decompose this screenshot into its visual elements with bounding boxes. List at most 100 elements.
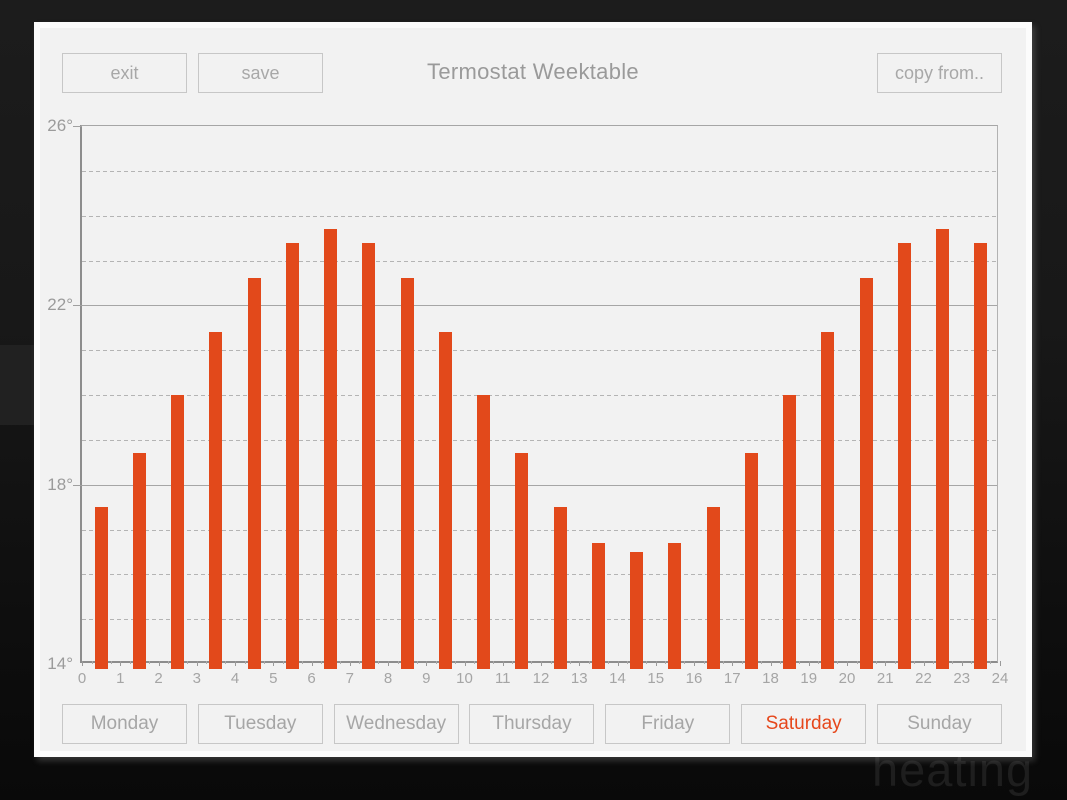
x-axis-label: 24 [991, 670, 1009, 687]
x-axis-tick [847, 661, 848, 666]
x-axis-minor-tick [225, 661, 227, 664]
temperature-bar-hour-11[interactable] [515, 453, 529, 669]
temperature-bar-hour-7[interactable] [362, 242, 376, 669]
x-axis-minor-tick [569, 661, 571, 664]
x-axis-tick [579, 661, 581, 666]
x-axis-tick [426, 661, 428, 666]
x-axis-minor-tick [512, 661, 514, 664]
gridline-dashed-23 [82, 260, 997, 262]
temperature-bar-hour-2[interactable] [171, 395, 185, 669]
x-axis-minor-tick [321, 661, 323, 664]
temperature-bar-hour-9[interactable] [438, 332, 452, 669]
x-axis-minor-tick [607, 661, 609, 664]
x-axis-label: 11 [494, 670, 511, 687]
x-axis-tick [808, 661, 810, 666]
temperature-bar-hour-6[interactable] [324, 229, 338, 669]
temperature-bar-hour-13[interactable] [591, 542, 605, 669]
temperature-bar-hour-3[interactable] [209, 332, 223, 669]
x-axis-label: 22 [915, 670, 932, 687]
x-axis-minor-tick [703, 661, 705, 664]
x-axis-minor-tick [722, 661, 724, 664]
temperature-bar-hour-4[interactable] [247, 278, 261, 669]
x-axis-tick [311, 661, 313, 666]
temperature-bar-hour-12[interactable] [553, 507, 567, 669]
x-axis-tick [349, 661, 351, 666]
temperature-bar-hour-18[interactable] [783, 395, 797, 669]
x-axis-minor-tick [397, 661, 399, 664]
x-axis-label: 2 [154, 670, 163, 687]
x-axis-minor-tick [206, 661, 208, 664]
x-axis-label: 0 [77, 670, 87, 687]
x-axis-label: 10 [456, 670, 473, 687]
x-axis-minor-tick [646, 661, 648, 664]
x-axis-minor-tick [684, 661, 686, 664]
x-axis-minor-tick [263, 661, 265, 664]
temperature-bar-hour-1[interactable] [132, 453, 146, 669]
x-axis-minor-tick [148, 661, 150, 664]
temperature-bar-hour-21[interactable] [897, 242, 911, 669]
x-axis-minor-tick [531, 661, 533, 664]
x-axis-label: 19 [800, 670, 818, 687]
x-axis-label: 21 [876, 670, 894, 687]
weektable-chart: 14° 18° 22° 26° 0 1 2 3 4 5 6 7 8 9 10 11 12 13 14 15 16 17 18… [47, 116, 1008, 687]
exit-button[interactable]: exit [62, 53, 187, 93]
temperature-bar-hour-20[interactable] [859, 278, 873, 669]
x-axis-label: 23 [953, 670, 971, 687]
x-axis-label: 3 [192, 670, 201, 687]
y-axis-label: 26° [47, 116, 73, 135]
day-button-monday[interactable]: Monday [62, 704, 187, 744]
temperature-bar-hour-23[interactable] [974, 242, 988, 669]
temperature-bar-hour-8[interactable] [400, 278, 414, 669]
x-axis-minor-tick [110, 661, 112, 664]
temperature-bar-hour-5[interactable] [285, 242, 299, 669]
x-axis-tick [732, 661, 734, 666]
gridline-dashed-25 [82, 170, 997, 172]
day-button-wednesday[interactable]: Wednesday [333, 704, 459, 744]
x-axis-minor-tick [129, 661, 131, 664]
x-axis-tick [961, 661, 963, 666]
x-axis-minor-tick [359, 661, 361, 664]
day-button-saturday[interactable]: Saturday [741, 704, 867, 744]
day-button-tuesday[interactable]: Tuesday [197, 704, 323, 744]
x-axis-label: 14 [609, 670, 626, 687]
x-axis-minor-tick [760, 661, 762, 664]
y-axis-tick [73, 484, 82, 486]
copy-from-button[interactable]: copy from.. [877, 53, 1002, 93]
y-axis-tick [73, 126, 82, 127]
x-axis-label: 4 [230, 670, 240, 687]
temperature-bar-hour-15[interactable] [668, 542, 682, 669]
thermostat-weektable-panel: exit save Termostat Weektable copy from.… [34, 22, 1032, 757]
x-axis-label: 18 [762, 670, 779, 687]
x-axis-minor-tick [627, 661, 629, 664]
day-button-thursday[interactable]: Thursday [469, 704, 595, 744]
temperature-bar-hour-0[interactable] [94, 507, 108, 669]
save-button[interactable]: save [198, 53, 323, 93]
temperature-bar-hour-14[interactable] [630, 551, 644, 669]
day-button-sunday[interactable]: Sunday [876, 704, 1002, 744]
y-axis-label: 14° [47, 654, 73, 673]
x-axis-label: 6 [307, 670, 316, 687]
x-axis-minor-tick [856, 661, 858, 664]
x-axis-label: 12 [532, 670, 550, 687]
x-axis-minor-tick [168, 661, 170, 664]
background-patch [0, 345, 34, 425]
day-button-friday[interactable]: Friday [605, 704, 731, 744]
x-axis-tick [655, 661, 657, 666]
x-axis-label: 16 [685, 670, 703, 687]
y-axis-label: 18° [47, 474, 73, 494]
temperature-bar-hour-19[interactable] [821, 332, 835, 669]
temperature-bar-hour-22[interactable] [936, 229, 950, 669]
x-axis-minor-tick [913, 661, 915, 664]
gridline-dashed-20 [82, 395, 997, 396]
x-axis-minor-tick [301, 661, 303, 664]
gridline-dashed-21 [82, 350, 997, 352]
x-axis-minor-tick [550, 661, 552, 664]
temperature-bar-hour-16[interactable] [706, 507, 720, 669]
x-axis-label: 1 [116, 670, 125, 687]
x-axis-minor-tick [875, 661, 877, 664]
temperature-bar-hour-17[interactable] [744, 453, 758, 669]
x-axis-tick [694, 661, 695, 666]
x-axis-minor-tick [837, 661, 839, 664]
temperature-bar-hour-10[interactable] [477, 395, 491, 669]
x-axis-minor-tick [933, 661, 935, 664]
